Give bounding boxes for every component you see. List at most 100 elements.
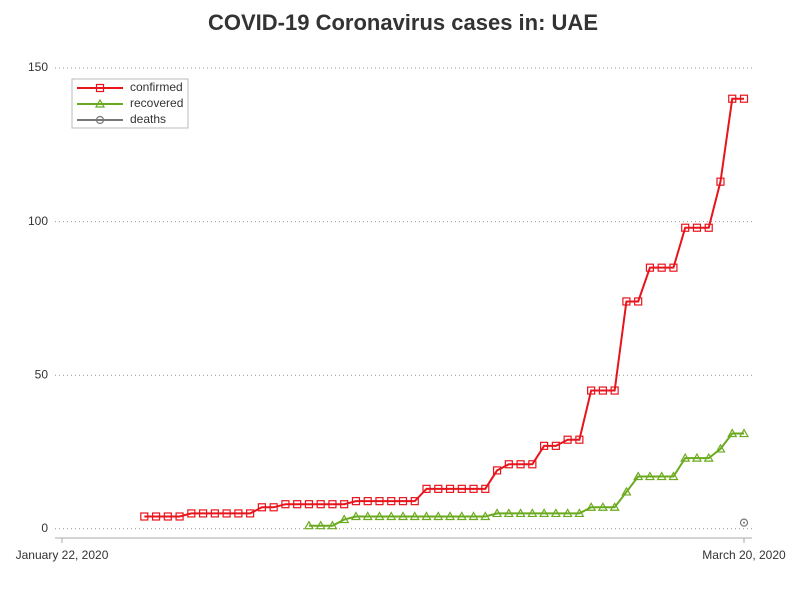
legend-label: recovered — [130, 96, 183, 110]
marker — [339, 514, 350, 524]
y-tick-label: 100 — [28, 214, 48, 228]
marker — [656, 471, 667, 481]
marker — [327, 520, 338, 530]
marker — [527, 508, 538, 518]
marker — [657, 263, 666, 272]
marker — [692, 223, 702, 232]
marker — [398, 497, 408, 506]
marker — [563, 435, 572, 444]
marker — [728, 94, 737, 103]
marker — [575, 435, 584, 444]
marker — [468, 511, 479, 521]
marker — [303, 520, 314, 530]
legend-label: confirmed — [130, 80, 183, 94]
marker — [551, 441, 560, 450]
marker — [140, 512, 149, 521]
marker — [503, 508, 514, 518]
marker — [703, 452, 714, 462]
marker — [691, 452, 702, 462]
marker — [222, 509, 231, 518]
marker — [598, 386, 607, 395]
marker — [328, 500, 337, 509]
marker — [469, 484, 478, 493]
marker — [480, 511, 491, 521]
marker — [539, 508, 550, 518]
marker — [739, 518, 749, 527]
x-tick-label: January 22, 2020 — [16, 548, 109, 562]
marker — [95, 115, 105, 125]
marker — [622, 297, 631, 306]
marker — [562, 508, 573, 518]
marker — [410, 497, 419, 506]
marker — [409, 511, 420, 521]
marker — [433, 511, 444, 521]
marker — [422, 484, 431, 493]
marker — [293, 500, 302, 509]
marker-dot — [99, 119, 101, 121]
marker — [434, 484, 443, 493]
marker — [516, 460, 525, 469]
chart-title: COVID-19 Coronavirus cases in: UAE — [208, 10, 598, 35]
marker — [492, 466, 502, 475]
marker — [681, 223, 690, 232]
marker — [374, 511, 385, 521]
series-line — [144, 97, 744, 518]
marker — [634, 297, 643, 306]
marker — [609, 502, 620, 511]
legend: confirmed recovered deaths — [71, 78, 189, 129]
marker — [315, 520, 326, 530]
marker — [269, 503, 278, 512]
marker — [375, 497, 384, 506]
marker — [669, 263, 678, 272]
y-tick-label: 0 — [41, 521, 48, 535]
series-line — [308, 432, 744, 527]
marker — [199, 509, 208, 518]
marker — [574, 508, 585, 518]
marker — [234, 509, 243, 518]
marker — [715, 443, 726, 453]
marker — [610, 386, 619, 395]
marker — [246, 509, 255, 518]
marker — [704, 223, 713, 232]
marker — [727, 428, 738, 438]
marker — [528, 460, 537, 469]
marker — [362, 511, 373, 521]
marker — [586, 502, 597, 511]
marker — [316, 500, 325, 509]
marker — [94, 98, 106, 108]
marker — [587, 386, 596, 395]
marker — [163, 512, 172, 521]
marker — [421, 511, 432, 521]
marker — [457, 484, 466, 493]
marker — [151, 512, 161, 521]
marker — [397, 511, 409, 521]
marker — [350, 511, 361, 521]
marker — [187, 509, 196, 518]
marker — [739, 94, 749, 103]
x-tick-label: March 20, 2020 — [702, 548, 786, 562]
marker — [95, 83, 105, 93]
series — [303, 428, 750, 530]
marker — [644, 471, 655, 481]
marker — [492, 508, 503, 518]
marker — [680, 452, 691, 462]
marker — [645, 263, 655, 272]
marker — [633, 471, 644, 481]
legend-label: deaths — [130, 112, 166, 126]
series — [140, 94, 749, 521]
marker — [716, 177, 725, 186]
marker — [304, 500, 314, 509]
marker — [597, 502, 608, 511]
marker — [175, 512, 184, 521]
marker — [540, 441, 549, 450]
y-tick-label: 150 — [28, 60, 48, 74]
marker — [481, 484, 490, 493]
marker — [363, 497, 372, 506]
marker — [504, 460, 513, 469]
marker — [210, 509, 219, 518]
marker — [351, 497, 361, 506]
marker — [550, 508, 561, 518]
marker — [621, 486, 632, 496]
